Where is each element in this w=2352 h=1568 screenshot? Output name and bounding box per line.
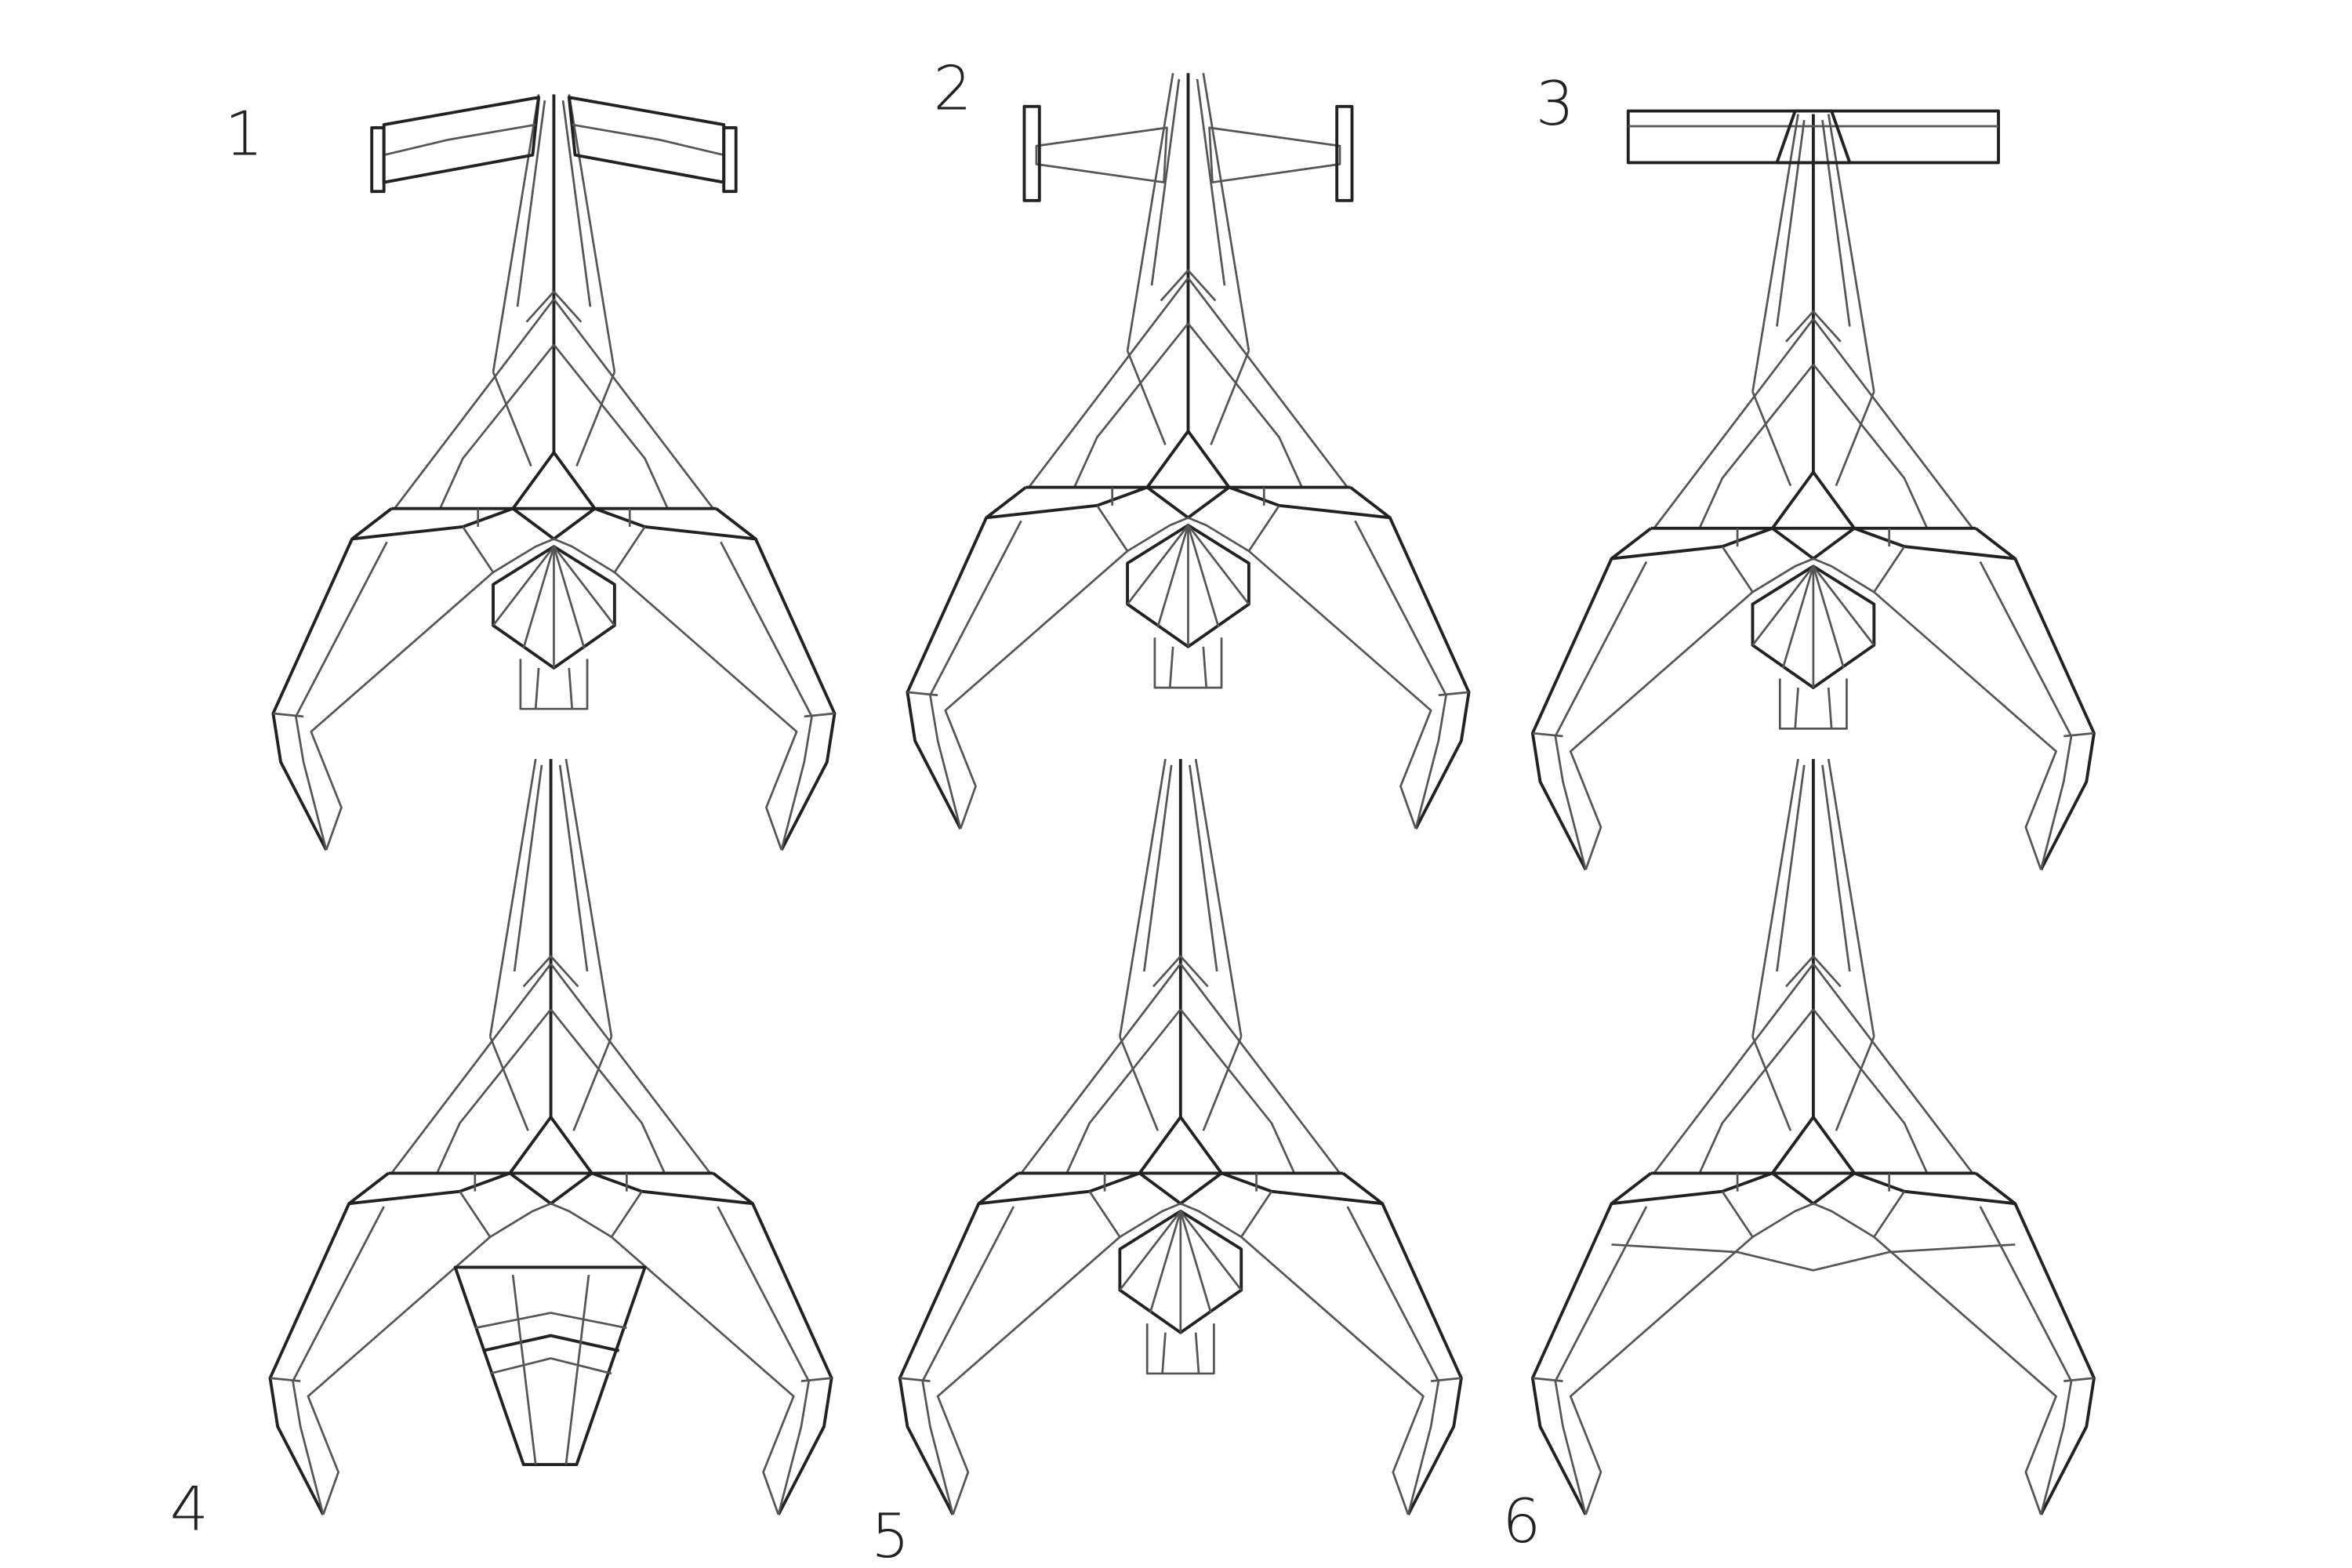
sketch-number: 1: [224, 100, 263, 170]
sketch-number: 4: [170, 1474, 209, 1544]
tail-wing-left: [382, 96, 541, 184]
end-plate: [1022, 104, 1041, 202]
wing-line: [383, 123, 536, 157]
ship-rear: [492, 545, 616, 711]
ship-body: [271, 93, 837, 852]
ship-rear: [1751, 564, 1876, 731]
sketch-number: 6: [1502, 1486, 1541, 1557]
ship-body: [268, 757, 833, 1516]
tail-fin: [453, 1265, 647, 1466]
ship-1: [271, 93, 837, 852]
ship-2: [906, 71, 1471, 831]
wing-tip: [722, 125, 738, 194]
rear-chevron: [1611, 1243, 2016, 1272]
ship-rear: [1126, 524, 1250, 690]
ship-body: [1530, 757, 2096, 1516]
fin-line: [564, 1274, 590, 1465]
fin-chevron: [489, 1357, 612, 1375]
ship-body: [1530, 112, 2096, 872]
tail-bar-left: [1035, 126, 1168, 183]
ship-5: [898, 757, 1463, 1516]
fin-line: [511, 1274, 537, 1465]
sketch-number: 3: [1536, 69, 1574, 140]
wing-line: [572, 123, 724, 157]
ship-3: [1530, 109, 2096, 872]
wing-tip: [370, 125, 386, 194]
ship-body: [906, 71, 1471, 831]
sketch-number: 2: [933, 54, 971, 125]
ship-4: [268, 757, 833, 1516]
tail-bar-right: [1208, 126, 1341, 183]
ship-6: [1530, 757, 2096, 1516]
fin-chevron: [482, 1334, 620, 1352]
fin-chevron: [474, 1312, 627, 1330]
ship-rear: [1118, 1209, 1243, 1375]
ship-body: [898, 757, 1463, 1516]
tail-wing-right: [567, 96, 726, 184]
sketch-number: 5: [871, 1501, 909, 1568]
t-bar-mount: [1775, 109, 1852, 165]
end-plate: [1335, 104, 1354, 202]
